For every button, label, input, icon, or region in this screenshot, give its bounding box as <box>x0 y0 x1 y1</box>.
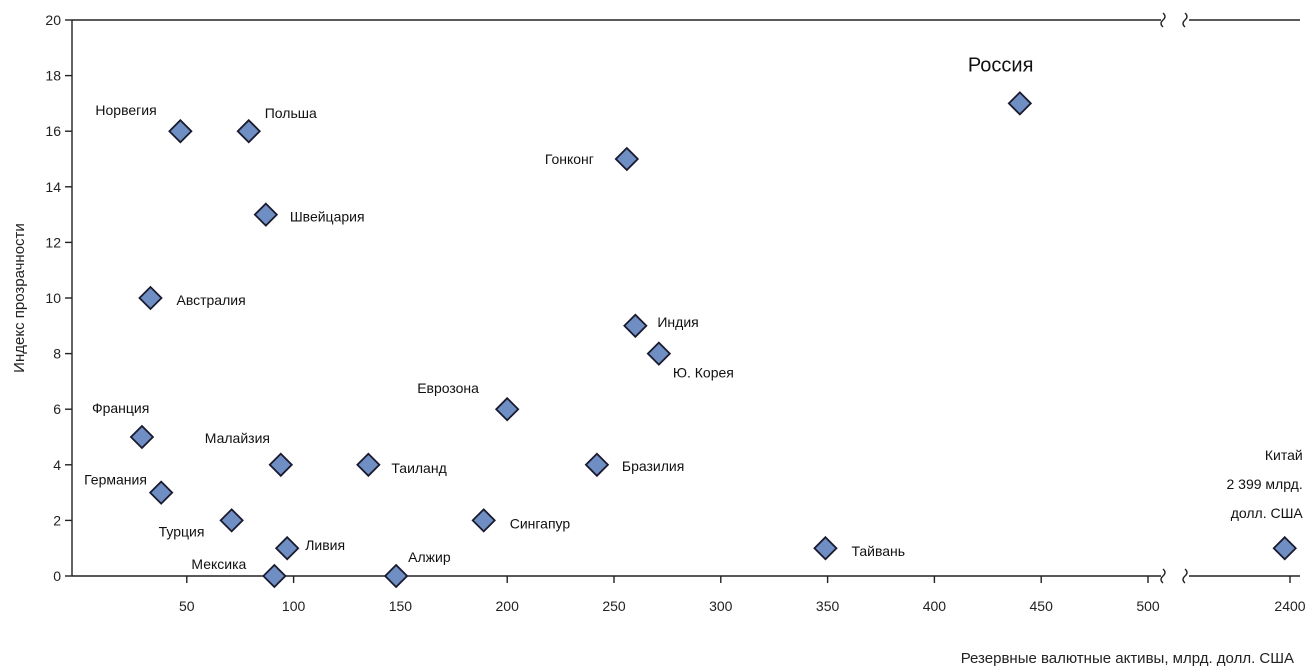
point-label: Австралия <box>176 292 245 308</box>
point-note: долл. США <box>1231 505 1304 521</box>
axis-break-bottom-left <box>1160 568 1166 584</box>
y-tick-label: 0 <box>53 568 61 584</box>
point-label: Тайвань <box>851 543 905 559</box>
axis-break-top-left <box>1160 12 1166 28</box>
x-tick-label: 300 <box>709 598 733 614</box>
point-marker <box>262 563 287 589</box>
point-label: Китай <box>1265 447 1303 463</box>
point-marker <box>471 508 496 533</box>
y-tick-label: 10 <box>45 290 61 306</box>
point-label: Еврозона <box>417 380 479 396</box>
point-marker <box>168 118 193 144</box>
point-marker <box>129 424 155 450</box>
y-tick-label: 16 <box>45 123 61 139</box>
x-axis-title: Резервные валютные активы, млрд. долл. С… <box>961 650 1294 667</box>
y-tick-label: 12 <box>45 234 61 250</box>
point-marker <box>236 118 262 144</box>
point-marker <box>383 563 409 589</box>
point-marker <box>219 508 244 533</box>
point-marker <box>614 146 640 172</box>
point-marker <box>148 480 174 505</box>
x-tick-label: 250 <box>602 598 626 614</box>
point-marker <box>274 535 300 561</box>
point-label: Гонконг <box>545 151 594 167</box>
point-marker <box>138 285 163 311</box>
point-label: Малайзия <box>205 430 270 446</box>
point-marker <box>356 452 381 478</box>
y-tick-label: 20 <box>45 12 61 28</box>
point-marker <box>813 535 838 561</box>
point-marker <box>1272 535 1298 561</box>
y-tick-label: 8 <box>53 346 61 362</box>
point-label: Ливия <box>305 537 345 553</box>
point-label: Франция <box>92 400 149 416</box>
point-label: Ю. Корея <box>673 365 734 381</box>
y-axis-ticks: 0 2 4 6 8 10 12 14 16 18 20 <box>45 12 72 584</box>
point-label: Россия <box>968 54 1034 76</box>
point-label: Таиланд <box>391 460 446 476</box>
y-tick-label: 14 <box>45 179 61 195</box>
y-tick-label: 2 <box>53 512 61 528</box>
y-tick-label: 4 <box>53 457 61 473</box>
x-tick-label: 100 <box>282 598 306 614</box>
x-tick-label: 200 <box>496 598 520 614</box>
point-label: Польша <box>265 105 317 121</box>
axis-break-top-right <box>1182 12 1188 28</box>
point-marker <box>623 313 648 339</box>
axis-break-bottom-right <box>1182 568 1188 584</box>
point-note: 2 399 млрд. <box>1227 476 1303 492</box>
point-label: Турция <box>159 523 205 539</box>
y-tick-label: 6 <box>53 401 61 417</box>
point-labels: Россия Норвегия Польша Гонконг Швейцария Авст… <box>84 54 1303 572</box>
data-points <box>129 91 1298 589</box>
x-tick-label: 500 <box>1136 598 1160 614</box>
x-tick-label: 150 <box>389 598 413 614</box>
x-tick-label: 50 <box>179 598 195 614</box>
point-marker <box>646 341 672 366</box>
point-label: Бразилия <box>622 458 684 474</box>
axes <box>71 12 1300 584</box>
x-tick-label: 400 <box>923 598 947 614</box>
x-tick-label: 450 <box>1030 598 1054 614</box>
point-marker <box>584 452 610 478</box>
point-label: Швейцария <box>290 209 365 225</box>
y-tick-label: 18 <box>45 68 61 84</box>
point-label: Германия <box>84 472 147 488</box>
point-marker <box>268 452 294 478</box>
point-label: Норвегия <box>95 102 156 118</box>
point-marker <box>253 202 279 227</box>
point-marker <box>1007 91 1033 116</box>
x-axis-ticks: 50 100 150 200 250 300 350 400 450 500 2400 <box>179 576 1306 614</box>
x-tick-label: 350 <box>816 598 840 614</box>
point-label: Сингапур <box>510 515 571 531</box>
y-axis-title: Индекс прозрачности <box>11 223 28 373</box>
point-label: Алжир <box>408 549 451 565</box>
x-tick-label: 2400 <box>1274 598 1305 614</box>
point-marker <box>494 396 520 422</box>
point-label: Индия <box>657 314 698 330</box>
point-label: Мексика <box>191 556 246 572</box>
